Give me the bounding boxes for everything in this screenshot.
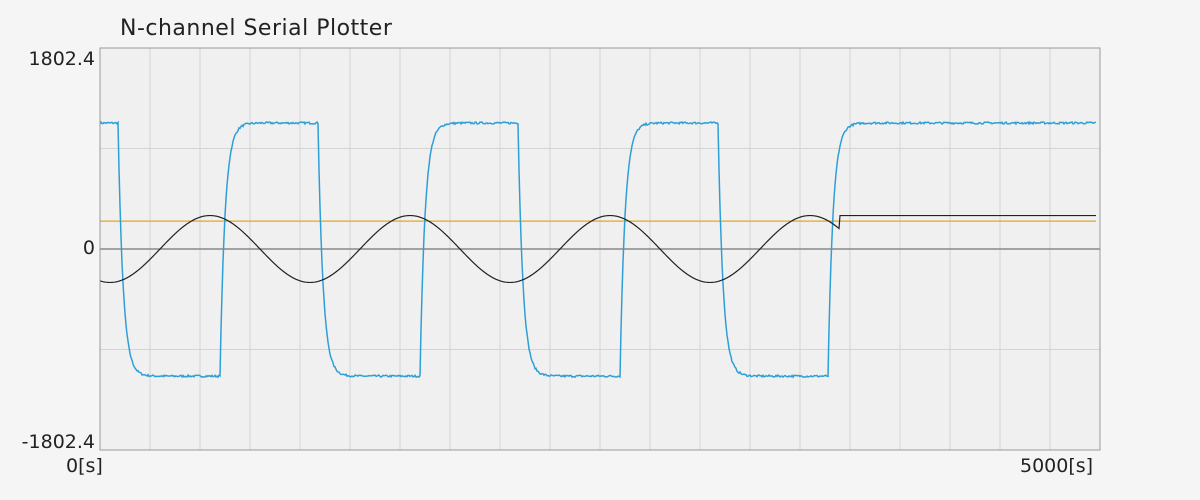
plot-frame bbox=[99, 47, 1101, 451]
series-group bbox=[99, 120, 1097, 379]
y-tick-label-zero: 0 bbox=[82, 237, 95, 259]
y-tick-label-max: 1802.4 bbox=[28, 48, 95, 70]
series-black-line bbox=[99, 214, 1096, 284]
series-blue-line bbox=[99, 120, 1097, 379]
chart-title: N-channel Serial Plotter bbox=[120, 16, 393, 41]
x-tick-label-start: 0[s] bbox=[66, 455, 103, 477]
x-tick-label-end: 5000[s] bbox=[1020, 455, 1094, 477]
y-tick-label-min: -1802.4 bbox=[21, 431, 95, 453]
